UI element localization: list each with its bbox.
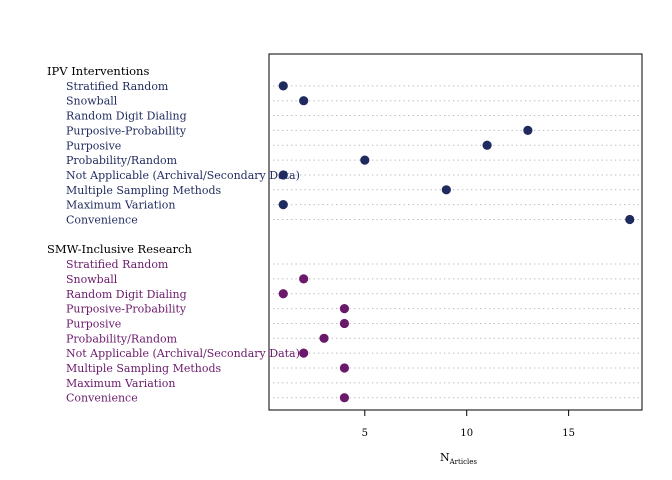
x-tick-label: 5 [362,428,368,439]
data-point [278,81,288,91]
grid-lines [273,85,639,399]
x-axis-title-main: N [440,451,450,464]
x-tick-label: 10 [460,428,473,439]
data-point [299,96,309,106]
x-axis: 5 10 15 [362,410,575,439]
data-point [523,125,533,135]
row-label: Random Digit Dialing [66,288,187,301]
data-point [339,363,350,373]
data-points [278,81,635,403]
data-point [482,140,492,150]
row-label: Not Applicable (Archival/Secondary Data) [66,169,300,182]
group-heading: IPV Interventions [47,64,149,78]
data-point [278,170,288,180]
x-axis-title: NArticles [440,451,477,466]
row-label: Multiple Sampling Methods [66,184,222,197]
row-label: Convenience [66,392,138,405]
row-label: Maximum Variation [66,377,175,390]
row-label: Snowball [66,273,118,286]
row-label: Random Digit Dialing [66,110,187,123]
row-label: Maximum Variation [66,199,175,212]
x-axis-title-sub: Articles [449,458,478,466]
data-point [441,185,451,195]
data-point [625,214,635,225]
row-label: Probability/Random [66,154,178,167]
row-label: Probability/Random [66,332,178,345]
data-point [339,393,350,403]
plot-frame [268,53,643,411]
row-label: Stratified Random [66,80,169,93]
row-label: Purposive [66,317,121,330]
row-label: Not Applicable (Archival/Secondary Data) [66,347,300,360]
data-point [299,348,309,358]
data-point [339,304,350,314]
data-point [339,318,350,329]
row-label: Purposive-Probability [66,303,187,316]
row-label: Purposive [66,139,121,152]
row-label: Convenience [66,214,138,227]
x-tick-label: 15 [562,428,575,439]
data-point [299,274,309,284]
data-point [319,333,329,343]
data-point [278,200,288,210]
row-label: Stratified Random [66,258,169,271]
row-label: Snowball [66,95,118,108]
row-label: Purposive-Probability [66,124,187,137]
data-point [278,289,288,299]
data-point [360,155,370,165]
row-label: Multiple Sampling Methods [66,362,222,375]
row-labels: IPV Interventions Stratified Random Snowba… [47,64,300,405]
group-heading: SMW-Inclusive Research [47,242,193,256]
